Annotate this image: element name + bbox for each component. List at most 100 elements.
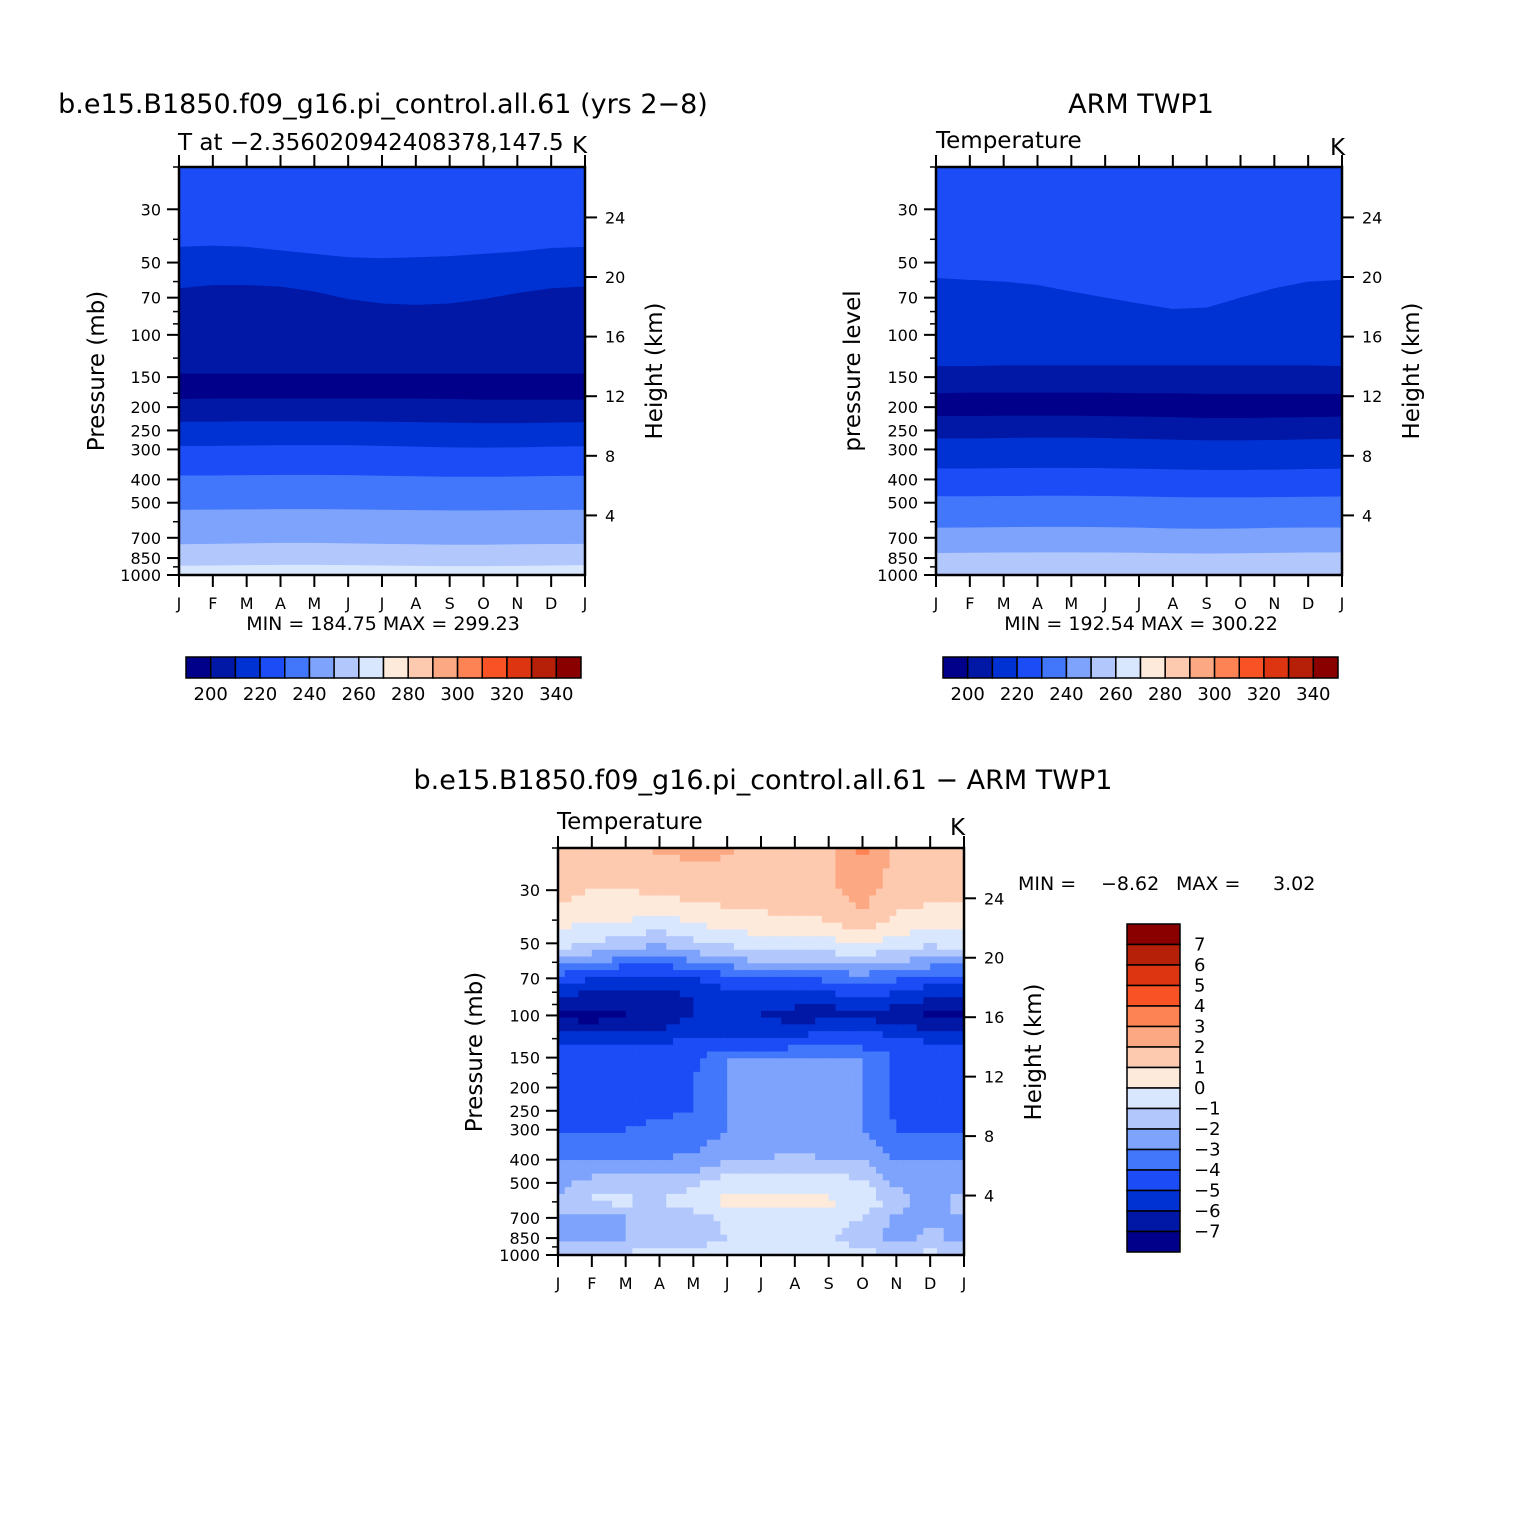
contour-cell [916, 1004, 924, 1012]
contour-cell [848, 1132, 857, 1141]
contour-cell [896, 1241, 904, 1249]
contour-cell [767, 888, 776, 897]
contour-cell [848, 990, 857, 998]
colorbar-box [1213, 656, 1240, 679]
contour-cell [558, 902, 566, 910]
contour-cell [828, 868, 837, 876]
contour-cell [936, 929, 945, 937]
contour-cell [578, 1193, 586, 1202]
y-tick-label: 1000 [120, 566, 161, 585]
contour-cell [957, 1241, 965, 1249]
contour-cell [578, 1017, 586, 1025]
contour-cell [916, 1234, 924, 1243]
contour-cell [815, 1017, 823, 1025]
contour-cell [659, 1071, 667, 1080]
contour-cell [571, 1044, 579, 1053]
contour-cell [855, 1031, 864, 1039]
contour-cell [862, 942, 870, 951]
contour-cell [835, 1112, 843, 1120]
contour-cell [923, 1241, 931, 1249]
contour-cell [761, 997, 769, 1005]
contour-cell [571, 997, 579, 1005]
contour-cell [788, 1132, 796, 1141]
contour-cell [774, 1234, 782, 1243]
contour-cell [754, 1241, 762, 1249]
contour-cell [916, 1112, 924, 1120]
contour-cell [909, 909, 918, 917]
contour-cell [679, 888, 688, 897]
contour-cell [821, 1051, 830, 1059]
contour-cell [666, 1044, 674, 1053]
contour-cell [578, 1105, 586, 1114]
contour-cell [855, 1024, 864, 1032]
contour-cell [896, 1024, 904, 1032]
contour-cell [659, 1031, 667, 1039]
contour-cell [564, 983, 573, 992]
contour-cell [923, 1180, 931, 1188]
colorbar-label: 4 [1194, 996, 1205, 1017]
contour-cell [673, 861, 681, 869]
contour-cell [673, 1051, 681, 1059]
contour-cell [605, 1071, 613, 1080]
contour-cell [706, 949, 715, 958]
contour-cell [781, 1146, 789, 1154]
contour-cell [720, 1166, 728, 1175]
contour-cell [889, 1207, 897, 1215]
contour-cell [842, 1173, 850, 1181]
contour-cell [605, 848, 613, 856]
contour-cell [645, 1031, 654, 1039]
contour-cell [794, 976, 803, 985]
panel2-plot-area [936, 167, 1342, 575]
contour-cell [909, 1078, 918, 1087]
contour-cell [801, 895, 809, 903]
contour-cell [747, 1058, 755, 1066]
contour-cell [639, 1227, 647, 1236]
contour-cell [686, 1153, 694, 1161]
contour-cell [835, 1071, 843, 1080]
contour-cell [727, 915, 735, 924]
contour-cell [801, 1010, 809, 1019]
contour-cell [632, 1221, 640, 1229]
contour-cell [808, 922, 816, 930]
contour-cell [896, 1166, 904, 1175]
contour-cell [916, 902, 924, 910]
contour-cell [679, 942, 688, 951]
contour-cell [679, 929, 688, 937]
contour-cell [666, 983, 674, 992]
contour-cell [733, 868, 742, 876]
contour-cell [801, 997, 809, 1005]
contour-cell [808, 1139, 816, 1148]
contour-cell [936, 861, 945, 869]
contour-cell [571, 1004, 579, 1012]
contour-cell [788, 1139, 796, 1148]
contour-cell [943, 1065, 952, 1073]
contour-cell [842, 1193, 850, 1202]
contour-cell [835, 997, 843, 1005]
contour-cell [645, 1248, 654, 1256]
contour-cell [821, 942, 830, 951]
contour-cell [903, 881, 911, 890]
contour-cell [801, 909, 809, 917]
contour-cell [903, 902, 911, 910]
contour-cell [585, 1227, 593, 1236]
contour-cell [645, 1065, 654, 1073]
colorbar-label: −1 [1194, 1099, 1221, 1120]
contour-cell [639, 922, 647, 930]
contour-cell [754, 1017, 762, 1025]
contour-cell [578, 1227, 586, 1236]
contour-cell [605, 1031, 613, 1039]
contour-cell [652, 854, 661, 863]
contour-cell [720, 1193, 728, 1202]
contour-cell [909, 915, 918, 924]
contour-cell [625, 922, 634, 930]
contour-cell [605, 861, 613, 869]
contour-cell [882, 915, 891, 924]
contour-cell [842, 956, 850, 964]
contour-cell [747, 1234, 755, 1243]
contour-cell [747, 1119, 755, 1127]
contour-cell [693, 895, 701, 903]
contour-cell [754, 956, 762, 964]
contour-cell [740, 1234, 749, 1243]
contour-cell [828, 1139, 837, 1148]
contour-cell [842, 1146, 850, 1154]
